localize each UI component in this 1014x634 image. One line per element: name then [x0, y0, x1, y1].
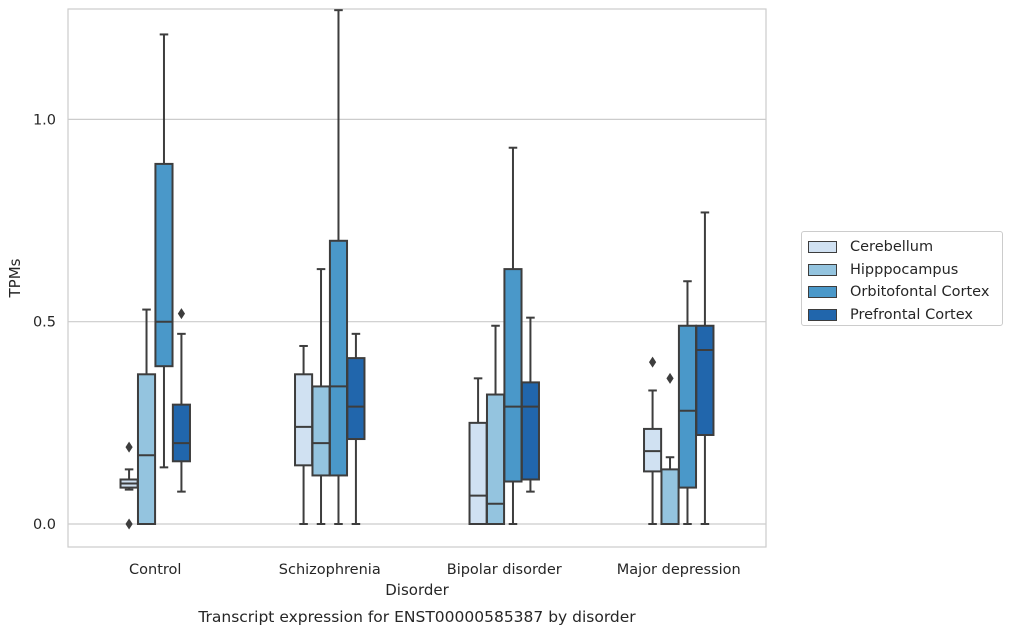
- y-tick-label: 0.5: [33, 315, 56, 331]
- box-control-orbitofontal-cortex: [154, 33, 174, 469]
- legend-swatch-cerebellum: [808, 241, 837, 254]
- legend: Cerebellum Hipppocampus Orbitofontal Cor…: [801, 231, 1003, 326]
- legend-label-orbitofrontal-cortex: Orbitofontal Cortex: [850, 284, 990, 301]
- box-control-hipppocampus: [136, 308, 157, 525]
- y-tick-labels: 0.00.51.01.52.02.5: [33, 112, 56, 533]
- box-iqr: [643, 427, 663, 473]
- box-bipolar-disorder-cerebellum: [468, 377, 488, 526]
- box-schizophrenia-hipppocampus: [311, 268, 331, 525]
- outlier-point: [177, 308, 186, 320]
- legend-label-hippocampus: Hipppocampus: [850, 261, 959, 278]
- box-iqr: [154, 162, 174, 368]
- x-tick-label: Schizophrenia: [279, 562, 381, 578]
- box-iqr: [520, 381, 540, 481]
- box-iqr: [136, 373, 157, 525]
- box-control-prefrontal-cortex: [171, 308, 191, 493]
- box-iqr: [468, 421, 488, 526]
- box-major-depression-cerebellum: [643, 356, 663, 525]
- outlier-point: [125, 441, 133, 453]
- boxes: [119, 9, 715, 530]
- x-tick-label: Major depression: [617, 562, 741, 578]
- box-iqr: [660, 468, 680, 525]
- outlier-point: [125, 518, 133, 530]
- box-iqr: [311, 385, 331, 477]
- legend-swatch-prefrontal-cortex: [808, 308, 837, 321]
- plot-frame: [67, 8, 767, 548]
- box-bipolar-disorder-hipppocampus: [485, 324, 506, 526]
- outlier-point: [666, 372, 674, 384]
- box-iqr: [328, 239, 349, 477]
- box-schizophrenia-cerebellum: [294, 344, 314, 525]
- outlier-point: [648, 356, 657, 368]
- box-bipolar-disorder-prefrontal-cortex: [520, 316, 540, 493]
- chart-title: Transcript expression for ENST0000058538…: [197, 608, 636, 626]
- box-iqr: [346, 357, 366, 441]
- box-iqr: [294, 373, 314, 467]
- legend-item-prefrontal-cortex: Prefrontal Cortex: [808, 304, 1002, 327]
- x-tick-label: Control: [129, 562, 181, 578]
- box-schizophrenia-prefrontal-cortex: [346, 332, 366, 525]
- box-iqr: [503, 268, 523, 483]
- box-major-depression-prefrontal-cortex: [695, 211, 715, 525]
- box-bipolar-disorder-orbitofontal-cortex: [503, 146, 523, 525]
- legend-item-hippocampus: Hipppocampus: [808, 259, 1002, 282]
- legend-item-cerebellum: Cerebellum: [808, 236, 1002, 259]
- legend-label-cerebellum: Cerebellum: [850, 239, 934, 256]
- box-control-cerebellum: [119, 441, 139, 530]
- box-iqr: [171, 403, 191, 463]
- y-tick-label: 0.0: [33, 517, 56, 533]
- legend-swatch-hippocampus: [808, 263, 837, 276]
- box-major-depression-orbitofontal-cortex: [677, 280, 698, 525]
- y-tick-label: 1.0: [33, 112, 56, 128]
- x-axis-label: Disorder: [385, 581, 449, 599]
- legend-swatch-orbitofrontal-cortex: [808, 286, 837, 299]
- legend-item-orbitofrontal-cortex: Orbitofontal Cortex: [808, 281, 1002, 304]
- x-tick-labels: Control Schizophrenia Bipolar disorder Majo…: [129, 562, 741, 578]
- box-schizophrenia-orbitofontal-cortex: [328, 9, 349, 525]
- legend-label-prefrontal-cortex: Prefrontal Cortex: [850, 306, 973, 323]
- box-iqr: [677, 324, 698, 489]
- y-axis-label: TPMs: [6, 258, 24, 298]
- x-tick-label: Bipolar disorder: [447, 562, 562, 578]
- box-iqr: [695, 324, 715, 436]
- box-major-depression-hipppocampus: [660, 372, 680, 525]
